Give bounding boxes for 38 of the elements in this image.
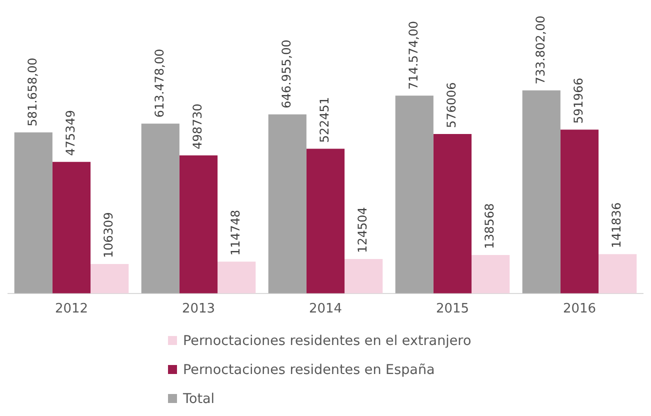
data-label: 576006 (444, 82, 459, 128)
bar (560, 130, 599, 294)
bar (141, 124, 180, 294)
x-tick-label: 2016 (562, 302, 596, 317)
bar (218, 262, 256, 294)
data-label: 522451 (318, 97, 332, 143)
bar (522, 90, 560, 294)
x-tick-label: 2012 (54, 302, 88, 317)
x-tick-label: 2015 (436, 302, 470, 317)
x-tick-label: 2014 (308, 302, 342, 317)
data-label: 141836 (610, 202, 624, 248)
data-label: 714.574,00 (406, 20, 421, 90)
data-label: 138568 (482, 203, 497, 250)
bar (268, 114, 306, 294)
data-label: 591966 (572, 78, 586, 124)
bar (179, 155, 218, 294)
data-label: 613.478,00 (152, 48, 167, 118)
bar (395, 96, 434, 294)
bar (472, 255, 510, 294)
data-label: 106309 (102, 212, 116, 258)
bar (306, 148, 345, 294)
legend-label: Pernoctaciones residentes en el extranjero (183, 332, 472, 348)
bar (14, 132, 52, 294)
data-label: 646.955,00 (280, 40, 294, 108)
bar (598, 254, 637, 294)
data-label: 498730 (190, 104, 205, 150)
legend-label: Pernoctaciones residentes en España (183, 362, 435, 378)
bar (433, 134, 472, 294)
x-tick-label: 2013 (182, 302, 216, 317)
bar (90, 264, 129, 294)
legend-label: Total (183, 390, 215, 406)
data-label: 114748 (228, 210, 243, 256)
data-label: 475349 (64, 110, 78, 156)
bar (344, 258, 383, 294)
data-label: 124504 (356, 207, 370, 253)
data-label: 581.658,00 (26, 58, 40, 126)
bar (52, 162, 91, 294)
data-label: 733.802,00 (534, 16, 548, 84)
